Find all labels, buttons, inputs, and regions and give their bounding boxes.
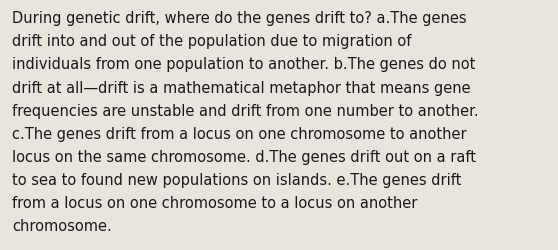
Text: c.The genes drift from a locus on one chromosome to another: c.The genes drift from a locus on one ch… bbox=[12, 126, 467, 141]
Text: individuals from one population to another. b.The genes do not: individuals from one population to anoth… bbox=[12, 57, 475, 72]
Text: locus on the same chromosome. d.The genes drift out on a raft: locus on the same chromosome. d.The gene… bbox=[12, 149, 477, 164]
Text: to sea to found new populations on islands. e.The genes drift: to sea to found new populations on islan… bbox=[12, 172, 461, 187]
Text: from a locus on one chromosome to a locus on another: from a locus on one chromosome to a locu… bbox=[12, 195, 417, 210]
Text: frequencies are unstable and drift from one number to another.: frequencies are unstable and drift from … bbox=[12, 103, 479, 118]
Text: During genetic drift, where do the genes drift to? a.The genes: During genetic drift, where do the genes… bbox=[12, 11, 467, 26]
Text: drift at all—drift is a mathematical metaphor that means gene: drift at all—drift is a mathematical met… bbox=[12, 80, 471, 95]
Text: drift into and out of the population due to migration of: drift into and out of the population due… bbox=[12, 34, 412, 49]
Text: chromosome.: chromosome. bbox=[12, 218, 112, 233]
